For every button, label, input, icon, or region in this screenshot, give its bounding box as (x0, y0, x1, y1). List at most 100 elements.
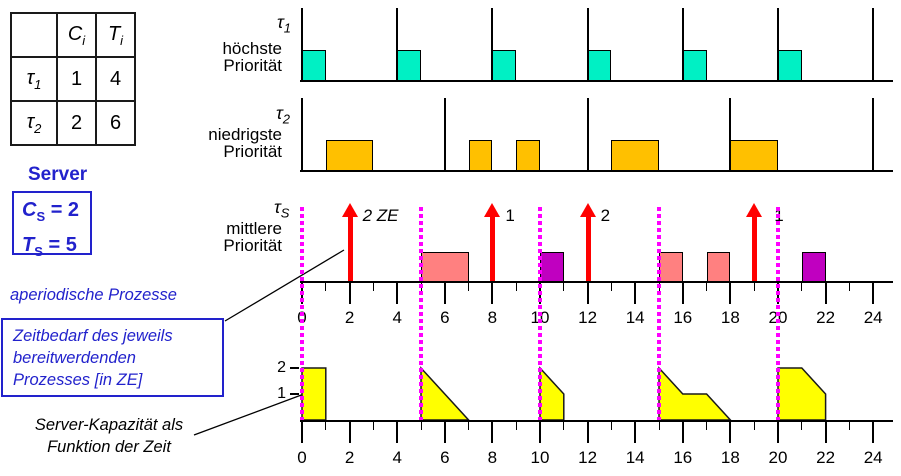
table-row-label-tau2: τ2 (10, 100, 58, 146)
tau1-release-tick (586, 8, 589, 81)
axis-tick (824, 422, 827, 443)
zeitbedarf-note-box: Zeitbedarf des jeweils bereitwerdenden P… (1, 318, 224, 397)
axis-tick (372, 283, 374, 291)
server-task-block (421, 252, 469, 282)
axis-tick (872, 283, 875, 304)
axis-label: 12 (578, 308, 598, 327)
axis-label: 18 (720, 308, 740, 327)
axis-tick (634, 283, 637, 304)
arrival-arrow-shaft (585, 216, 591, 281)
table-cell-c1: 1 (56, 56, 97, 102)
axis-tick (443, 283, 446, 304)
axis-label: 18 (720, 448, 740, 467)
tau1-release-tick (681, 8, 684, 81)
timeline-baseline (300, 80, 893, 82)
zeitbedarf-line1: Zeitbedarf des jeweils (13, 327, 173, 345)
axis-tick (848, 283, 850, 291)
arrival-arrow-head (746, 203, 763, 217)
axis-tick (610, 422, 612, 430)
table-cell-t1: 4 (95, 56, 136, 102)
tau1-task-block (397, 50, 421, 81)
axis-tick (491, 283, 494, 304)
tau1-release-tick (396, 8, 399, 81)
axis-tick (872, 422, 875, 443)
axis-tick (301, 422, 303, 443)
server-task-block (801, 252, 826, 282)
server-capacity-line1: Server-Kapazität als (34, 416, 184, 434)
tau1-task-block (682, 50, 707, 81)
axis-tick (729, 283, 732, 304)
axis-label: 0 (297, 448, 307, 467)
server-ts-value: TS = 5 (22, 234, 77, 259)
axis-tick (610, 283, 612, 291)
tau1-release-tick (301, 8, 303, 81)
axis-label: 24 (863, 448, 883, 467)
tau2-row-label: τ2 (276, 103, 290, 127)
tau1-priority-label: höchste Priorität (222, 39, 282, 75)
axis-label: 6 (440, 308, 450, 327)
capacity-ylabel: 2 (277, 359, 286, 376)
axis-tick (396, 422, 399, 443)
axis-label: 10 (530, 448, 550, 467)
axis-tick (468, 422, 470, 430)
axis-label: 4 (392, 308, 402, 327)
arrival-demand-label: 2 ZE (362, 206, 399, 225)
axis-label: 2 (344, 448, 355, 467)
axis-label: 16 (673, 308, 693, 327)
table-row: τ1 1 4 (10, 56, 136, 102)
timeline-baseline (300, 170, 893, 172)
tau2-release-tick (586, 98, 589, 171)
axis-tick (681, 283, 684, 304)
server-cs-value: CS = 2 (22, 199, 80, 224)
axis-label: 20 (768, 448, 788, 467)
capacity-shape (539, 366, 565, 421)
server-task-block (659, 252, 683, 282)
arrival-arrow-shaft (752, 216, 758, 281)
capacity-ytick (290, 393, 299, 395)
server-task-block (706, 252, 731, 282)
zeitbedarf-line3: Prozesses [in ZE] (13, 371, 143, 389)
axis-tick (824, 283, 827, 304)
axis-label: 22 (816, 448, 836, 467)
arrival-demand-label: 2 (600, 206, 611, 225)
axis-tick (706, 422, 708, 430)
axis-tick (801, 283, 803, 291)
arrival-arrow-shaft (347, 216, 353, 281)
replenish-dotted-line (538, 207, 542, 420)
axis-label: 24 (863, 308, 883, 327)
connector-kapazitaet-line (193, 393, 305, 436)
axis-tick (372, 422, 374, 430)
axis-tick (563, 422, 565, 430)
axis-label: 6 (440, 448, 450, 467)
params-table: Ci Ti τ1 1 4 τ2 2 6 (10, 12, 136, 146)
tau2-priority-label: niedrigste Priorität (208, 125, 282, 161)
table-cell-t2: 6 (95, 100, 136, 146)
axis-tick (348, 283, 351, 304)
axis-tick (706, 283, 708, 291)
replenish-dotted-line (657, 207, 661, 420)
axis-tick (634, 422, 637, 443)
axis-tick (443, 422, 446, 443)
server-params-box: CS = 2 TS = 5 (12, 191, 92, 259)
axis-tick (586, 422, 589, 443)
axis-tick (801, 422, 803, 430)
axis-tick (729, 422, 732, 443)
axis-tick (325, 283, 327, 291)
capacity-shape (301, 367, 327, 421)
arrival-demand-label: 1 (505, 206, 515, 225)
axis-label: 8 (487, 448, 498, 467)
capacity-ylabel: 1 (277, 385, 286, 402)
tau1-release-tick (491, 8, 494, 81)
table-row: τ2 2 6 (10, 100, 136, 146)
capacity-shape (420, 366, 471, 421)
table-row-label-tau1: τ1 (10, 56, 58, 102)
arrival-arrow-shaft (490, 216, 496, 281)
axis-tick (848, 422, 850, 430)
tau2-task-block (468, 140, 493, 171)
axis-tick (515, 422, 517, 430)
capacity-shape (658, 366, 733, 421)
axis-label: 22 (816, 308, 836, 327)
server-capacity-label: Server-Kapazität als Funktion der Zeit (18, 414, 200, 458)
axis-tick (468, 283, 470, 291)
axis-label: 4 (392, 448, 402, 467)
